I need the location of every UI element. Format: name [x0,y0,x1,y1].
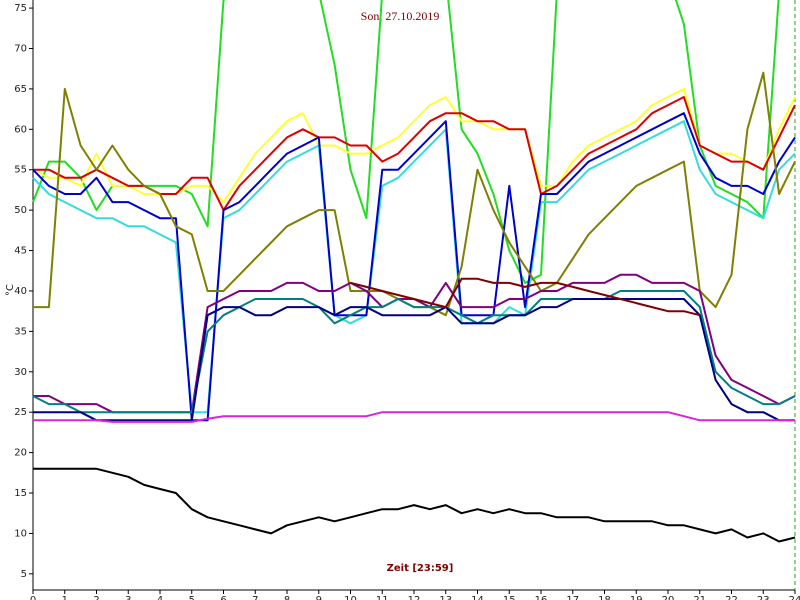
x-axis-label: Zeit [23:59] [387,563,454,574]
y-tick-label: 45 [14,246,27,257]
chart-title: Son, 27.10.2019 [361,9,440,23]
x-tick-label: 16 [535,595,548,600]
x-tick-label: 5 [189,595,195,600]
x-tick-label: 23 [757,595,770,600]
series-line [33,298,795,422]
x-tick-label: 9 [316,595,322,600]
x-tick-label: 2 [93,595,99,600]
x-tick-label: 19 [630,595,643,600]
y-tick-label: 75 [14,3,27,14]
x-tick-label: 17 [566,595,579,600]
x-tick-label: 4 [157,595,163,600]
x-tick-label: 15 [503,595,516,600]
x-tick-label: 1 [62,595,68,600]
x-tick-label: 12 [408,595,421,600]
y-tick-label: 40 [14,286,27,297]
x-tick-label: 20 [662,595,675,600]
y-tick-label: 20 [14,448,27,459]
x-tick-label: 3 [125,595,131,600]
series-line [33,273,796,414]
series-line [33,467,796,543]
x-tick-label: 7 [252,595,258,600]
y-tick-label: 65 [14,84,27,95]
x-tick-label: 22 [725,595,738,600]
series-line [32,120,796,414]
x-tick-label: 6 [220,595,226,600]
y-tick-label: 25 [14,407,27,418]
y-axis-label: °C [5,284,16,296]
x-tick-label: 14 [471,595,484,600]
y-tick-label: 55 [14,165,27,176]
series-line [32,290,796,414]
x-tick-label: 24 [789,595,800,600]
series-line [350,277,701,317]
y-tick-label: 5 [21,569,27,580]
series-line [32,0,780,284]
x-tick-label: 8 [284,595,290,600]
y-tick-label: 15 [14,488,27,499]
series-line [32,112,796,422]
x-tick-label: 21 [693,595,706,600]
x-tick-label: 18 [598,595,611,600]
x-tick-label: 0 [30,595,36,600]
y-tick-label: 70 [14,43,27,54]
y-tick-label: 10 [14,528,27,539]
x-tick-label: 11 [376,595,389,600]
x-tick-label: 10 [344,595,357,600]
series-line [33,411,795,423]
y-tick-label: 30 [14,367,27,378]
y-tick-label: 35 [14,326,27,337]
x-tick-label: 13 [439,595,452,600]
y-tick-label: 50 [14,205,27,216]
y-tick-label: 60 [14,124,27,135]
